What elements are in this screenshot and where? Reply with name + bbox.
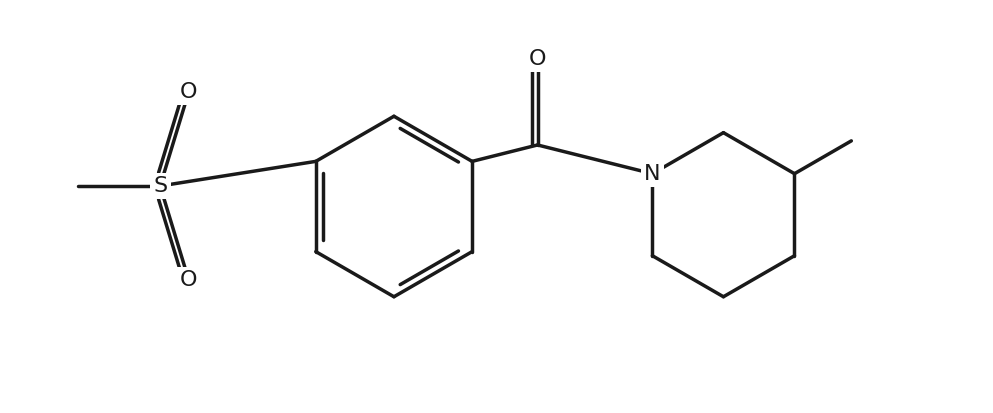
Text: N: N (644, 164, 660, 184)
Text: O: O (528, 49, 546, 69)
Text: S: S (153, 176, 167, 196)
Text: O: O (180, 82, 198, 102)
Text: O: O (180, 271, 198, 290)
